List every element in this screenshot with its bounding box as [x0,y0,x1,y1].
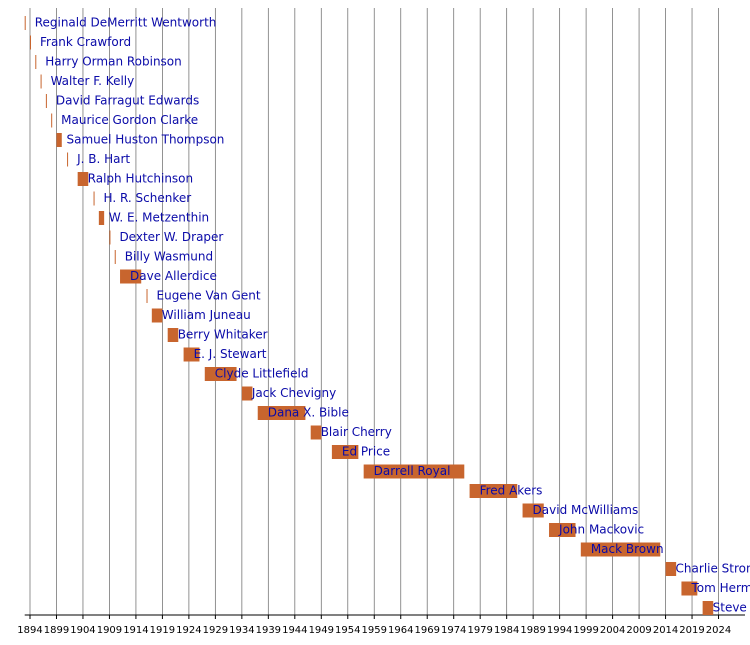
bar-label: J. B. Hart [76,152,130,166]
bar-label: Dana X. Bible [268,406,349,420]
bar-label: Eugene Van Gent [157,289,261,303]
x-tick-label: 2009 [626,625,651,636]
x-tick-label: 2019 [679,625,704,636]
bar [114,250,116,264]
bar-label: Fred Akers [480,484,543,498]
bar-label: Darrell Royal [374,464,451,478]
x-tick-label: 1949 [309,625,334,636]
x-tick-label: 1894 [17,625,42,636]
x-tick-label: 1964 [388,625,413,636]
x-tick-label: 1939 [256,625,281,636]
bar-label: Ralph Hutchinson [88,172,193,186]
bar [665,562,677,576]
bar [469,484,518,498]
bar [35,55,37,69]
x-tick-label: 1974 [441,625,466,636]
bar-label: Billy Wasmund [125,250,213,264]
bar [93,191,95,206]
bar [681,581,698,596]
bar [146,289,148,303]
bar [183,347,200,362]
bar-label: H. R. Schenker [104,191,192,205]
bar [77,172,89,186]
bar-label: Charlie Stron [676,562,750,576]
x-tick-label: 1999 [573,625,598,636]
x-tick-label: 1914 [123,625,148,636]
bar-label: David Farragut Edwards [56,94,199,108]
bar [331,445,359,459]
bar [120,269,142,284]
bar [56,133,62,147]
bar [549,523,576,537]
x-tick-label: 1944 [282,625,307,636]
bar [257,406,306,420]
bar-label: Samuel Huston Thompson [66,133,224,147]
bar [204,367,237,381]
x-tick-label: 1959 [362,625,387,636]
bar [98,211,105,225]
x-tick-label: 1989 [520,625,545,636]
x-tick-label: 1909 [97,625,122,636]
bar-label: Maurice Gordon Clarke [61,113,198,127]
x-tick-label: 2014 [653,625,678,636]
x-tick-label: 1934 [229,625,254,636]
x-tick-label: 1904 [70,625,95,636]
x-tick-label: 1919 [150,625,175,636]
bar [45,94,47,108]
bar [522,503,544,518]
bar-label: Walter F. Kelly [51,74,135,88]
bar-label: Harry Orman Robinson [45,55,181,69]
bar [167,328,179,342]
bar-label: David McWilliams [533,503,639,517]
bar-label: Steve [713,601,747,615]
x-tick-label: 1979 [467,625,492,636]
bar-label: Dave Allerdice [130,269,217,283]
bar-label: William Juneau [162,308,251,322]
bar [24,16,26,30]
bar [241,386,253,401]
bar-label: Clyde Littlefield [215,367,309,381]
x-tick-label: 1929 [203,625,228,636]
x-tick-label: 1899 [44,625,69,636]
bar-label: Reginald DeMerritt Wentworth [35,16,217,30]
bar [40,74,42,89]
bar-label: Mack Brown [591,542,664,556]
bar-label: Frank Crawford [40,35,131,49]
bar [51,113,53,128]
bar [151,308,163,323]
bar [109,230,111,245]
x-tick-label: 2024 [706,625,731,636]
bar [580,542,661,557]
bar [67,152,69,167]
bar-label: Dexter W. Draper [119,230,223,244]
bar [310,425,322,440]
bar [363,464,465,479]
bar-label: Tom Herm [690,581,750,595]
bar-label: John Mackovic [558,523,644,537]
bar-label: Berry Whitaker [178,328,268,342]
x-tick-label: 1954 [335,625,360,636]
bar [29,35,31,50]
bar-label: E. J. Stewart [194,347,267,361]
x-tick-label: 1984 [494,625,519,636]
x-tick-label: 2004 [600,625,625,636]
x-tick-label: 1969 [414,625,439,636]
bar-label: Ed Price [342,445,390,459]
bar-label: Jack Chevigny [251,386,336,400]
bar-label: Blair Cherry [321,425,392,439]
x-tick-label: 1924 [176,625,201,636]
bar-label: W. E. Metzenthin [109,211,209,225]
bar [702,601,714,615]
x-tick-label: 1994 [547,625,572,636]
